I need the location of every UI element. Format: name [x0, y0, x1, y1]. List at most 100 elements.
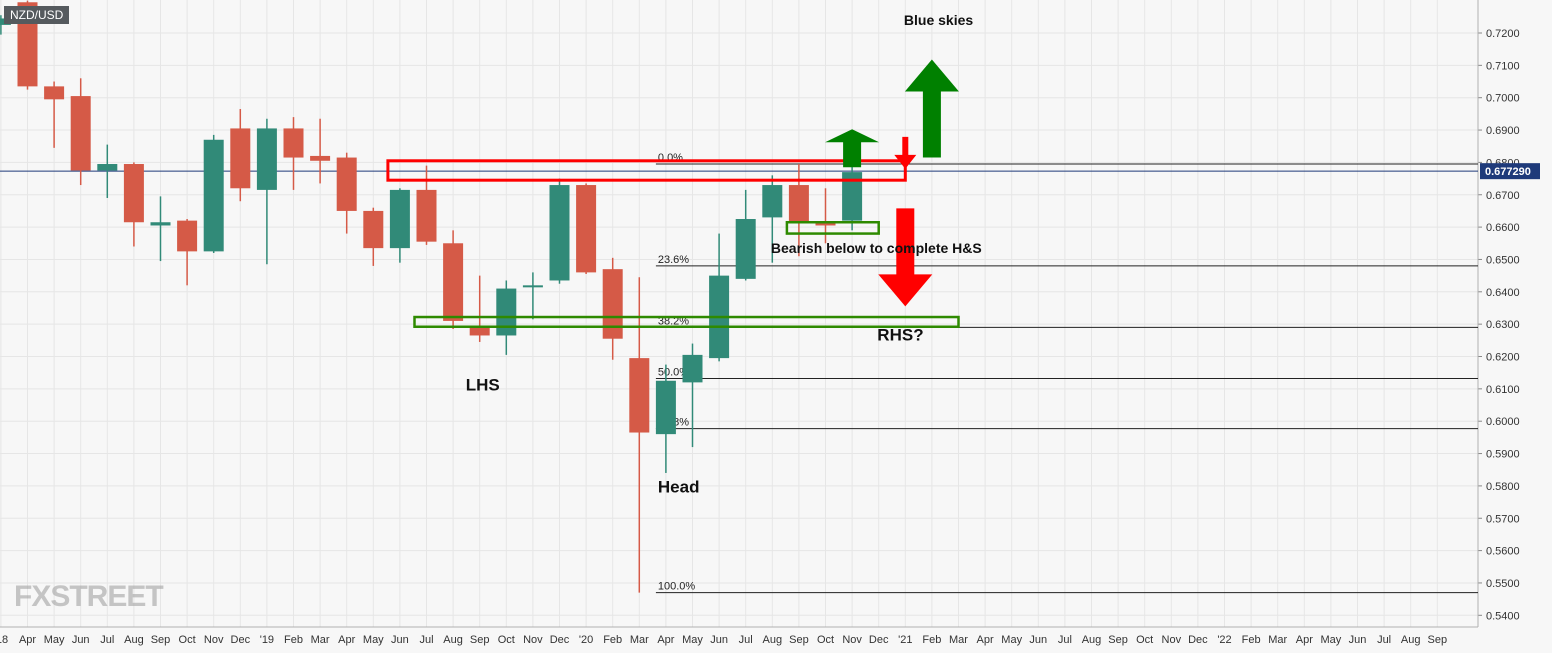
x-tick-label: Apr: [1296, 634, 1313, 646]
annotation-label: LHS: [466, 375, 500, 394]
x-tick-label: Apr: [19, 634, 36, 646]
x-tick-label: Dec: [231, 634, 251, 646]
plot-background: [0, 0, 1478, 627]
y-tick-label: 0.7100: [1486, 60, 1520, 72]
candle-body: [469, 325, 490, 336]
candle-body: [203, 139, 224, 252]
fib-label: 38.2%: [658, 315, 689, 327]
x-tick-label: Jul: [739, 634, 753, 646]
x-tick-label: Mar: [1268, 634, 1287, 646]
current-price-label: 0.677290: [1485, 166, 1531, 178]
y-tick-label: 0.6500: [1486, 254, 1520, 266]
x-tick-label: '20: [579, 634, 593, 646]
candle-body: [363, 210, 384, 249]
x-tick-label: May: [682, 634, 703, 646]
candle-body: [443, 243, 464, 321]
y-tick-label: 0.5500: [1486, 578, 1520, 590]
x-tick-label: Aug: [763, 634, 783, 646]
x-tick-label: Jun: [391, 634, 409, 646]
candle-body: [256, 128, 277, 190]
y-tick-label: 0.5400: [1486, 610, 1520, 622]
fib-label: 100.0%: [658, 581, 696, 593]
y-tick-label: 0.6400: [1486, 287, 1520, 299]
x-tick-label: Aug: [1401, 634, 1421, 646]
y-tick-label: 0.5800: [1486, 481, 1520, 493]
x-tick-label: Dec: [550, 634, 570, 646]
y-tick-label: 0.6200: [1486, 352, 1520, 364]
candle-body: [735, 219, 756, 279]
y-tick-label: 0.6300: [1486, 319, 1520, 331]
x-tick-label: Feb: [603, 634, 622, 646]
x-tick-label: Oct: [817, 634, 834, 646]
x-tick-label: Oct: [179, 634, 196, 646]
x-tick-label: Feb: [922, 634, 941, 646]
x-tick-label: Jul: [100, 634, 114, 646]
candle-body: [629, 358, 650, 433]
x-tick-label: Nov: [204, 634, 224, 646]
x-tick-label: Mar: [949, 634, 968, 646]
x-tick-label: Jun: [72, 634, 90, 646]
down-arrow: [894, 136, 917, 169]
current-price-tag: [1480, 163, 1540, 180]
candle-body: [177, 220, 198, 252]
x-tick-label: Jul: [1058, 634, 1072, 646]
x-tick-label: Dec: [869, 634, 889, 646]
candle-body: [496, 288, 517, 336]
x-tick-label: Feb: [1242, 634, 1261, 646]
x-tick-label: Dec: [1188, 634, 1208, 646]
x-tick-label: '21: [898, 634, 912, 646]
x-tick-label: Jun: [1349, 634, 1367, 646]
annotation-label: Head: [658, 477, 700, 496]
x-tick-label: Nov: [842, 634, 862, 646]
candle-body: [336, 157, 357, 211]
resistance-zone: [386, 159, 907, 182]
support-zone: [785, 220, 880, 235]
x-tick-label: Jul: [1377, 634, 1391, 646]
x-tick-label: Sep: [1108, 634, 1128, 646]
candle-body: [70, 96, 91, 171]
x-tick-label: '22: [1217, 634, 1231, 646]
x-tick-label: Sep: [151, 634, 171, 646]
candle-body: [602, 269, 623, 339]
symbol-label: NZD/USD: [4, 6, 70, 24]
candle-body: [230, 128, 251, 189]
y-tick-label: 0.5700: [1486, 513, 1520, 525]
x-tick-label: Apr: [338, 634, 355, 646]
candle-body: [310, 155, 331, 161]
watermark-logo: FXSTREET: [14, 580, 163, 613]
x-tick-label: Sep: [1428, 634, 1448, 646]
candle-body: [97, 164, 118, 171]
support-zone: [413, 315, 960, 328]
candle-body: [389, 189, 410, 249]
x-tick-label: Mar: [630, 634, 649, 646]
y-tick-label: 0.6600: [1486, 222, 1520, 234]
x-tick-label: Aug: [1082, 634, 1102, 646]
x-tick-label: Mar: [311, 634, 330, 646]
y-tick-label: 0.7200: [1486, 28, 1520, 40]
candle-body: [682, 354, 703, 383]
candle-body: [762, 185, 783, 218]
x-tick-label: May: [1321, 634, 1342, 646]
candle-body: [44, 86, 65, 100]
y-tick-label: 0.6000: [1486, 416, 1520, 428]
x-tick-label: Jun: [1029, 634, 1047, 646]
x-tick-label: Oct: [1136, 634, 1153, 646]
x-tick-label: Sep: [470, 634, 490, 646]
x-tick-label: Apr: [657, 634, 674, 646]
candle-body: [123, 164, 144, 223]
x-tick-label: May: [363, 634, 384, 646]
y-tick-label: 0.5900: [1486, 449, 1520, 461]
y-tick-label: 0.6700: [1486, 190, 1520, 202]
annotation-label: RHS?: [877, 325, 923, 344]
x-tick-label: Sep: [789, 634, 809, 646]
x-tick-label: May: [1001, 634, 1022, 646]
x-tick-label: Nov: [523, 634, 543, 646]
up-arrow: [825, 129, 880, 168]
x-tick-label: Jul: [419, 634, 433, 646]
candle-body: [416, 189, 437, 242]
annotation-label: Bearish below to complete H&S: [771, 240, 982, 256]
y-tick-label: 0.6100: [1486, 384, 1520, 396]
x-tick-label: Nov: [1162, 634, 1182, 646]
